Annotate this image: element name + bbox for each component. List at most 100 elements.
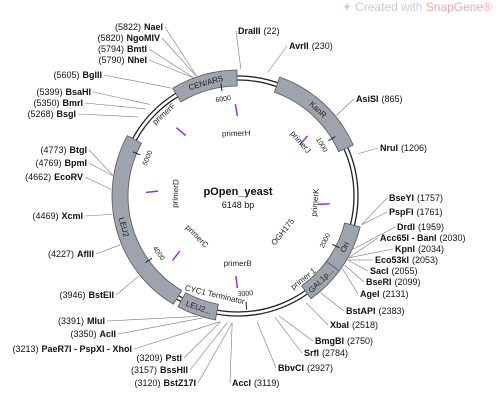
site-position: (865) xyxy=(382,94,403,104)
site-label: (3209) PstI xyxy=(136,353,182,363)
watermark-brand: SnapGene xyxy=(425,0,484,14)
site-name: AccI xyxy=(232,378,251,388)
site-leader-line xyxy=(88,162,113,176)
site-name: PspFI xyxy=(389,207,414,217)
site-label: (3157) BssHII xyxy=(131,365,188,375)
site-position: (4769) xyxy=(35,158,61,168)
site-position: (5399) xyxy=(36,87,62,97)
primer-mark xyxy=(234,103,239,117)
inner-feature-label: OGH175 xyxy=(269,217,296,248)
site-name: Acc65I - BanI xyxy=(380,233,437,243)
site-label: (3213) PaeR7I - PspXI - XhoI xyxy=(12,344,132,354)
site-label: AccI (3119) xyxy=(232,378,279,388)
primer-label: primerF xyxy=(151,101,178,126)
site-position: (5820) xyxy=(97,33,123,43)
site-name: NgoMIV xyxy=(127,33,161,43)
tick-label: 2000 xyxy=(319,232,332,249)
primer-label: primerJ xyxy=(288,129,312,155)
primer-label: primerB xyxy=(224,259,252,268)
site-leader-line xyxy=(256,321,277,369)
site-position: (2034) xyxy=(418,244,444,254)
site-leader-line xyxy=(235,30,242,70)
site-name: BpmI xyxy=(65,158,88,168)
site-position: (230) xyxy=(312,41,333,51)
site-leader-line xyxy=(229,322,233,384)
site-label: (4227) AflII xyxy=(48,249,94,259)
site-name: AsiSI xyxy=(356,94,379,104)
site-label: AgeI (2131) xyxy=(360,289,409,299)
site-position: (1206) xyxy=(401,143,427,153)
site-label: (5350) BmrI xyxy=(33,98,83,108)
site-leader-line xyxy=(357,147,379,155)
site-position: (5822) xyxy=(115,22,141,32)
site-label: Eco53kI (2053) xyxy=(375,255,438,265)
site-position: (5790) xyxy=(98,55,124,65)
site-position: (2784) xyxy=(322,348,348,358)
primer-mark xyxy=(175,127,187,137)
center-label: pOpen_yeast 6148 bp xyxy=(203,186,272,210)
site-position: (3157) xyxy=(131,365,157,375)
site-label: (4662) EcoRV xyxy=(25,172,83,182)
site-name: BsaHI xyxy=(65,87,91,97)
site-position: (2053) xyxy=(412,255,438,265)
site-name: BtgI xyxy=(70,145,88,155)
site-position: (2383) xyxy=(379,306,405,316)
site-label: (4469) XcmI xyxy=(32,211,83,221)
site-leader-line xyxy=(306,302,329,326)
plasmid-name: pOpen_yeast xyxy=(203,186,272,198)
site-label: (3946) BstEII xyxy=(59,290,114,300)
site-leader-line xyxy=(95,244,121,255)
tick-label: 3000 xyxy=(237,290,253,298)
site-label: (5268) BsgI xyxy=(27,109,76,119)
site-leader-line xyxy=(92,91,151,105)
primer-mark xyxy=(146,190,159,194)
site-leader-line xyxy=(148,59,193,78)
site-leader-line xyxy=(161,37,197,77)
feature-arc-kanr xyxy=(273,76,354,153)
site-leader-line xyxy=(279,315,314,342)
site-position: (22) xyxy=(264,26,280,36)
site-name: BstZ17I xyxy=(163,378,196,388)
site-name: NaeI xyxy=(144,22,163,32)
site-name: SrfI xyxy=(304,348,319,358)
site-leader-line xyxy=(133,321,221,350)
site-name: PaeR7I - PspXI - XhoI xyxy=(41,344,132,354)
primer-mark xyxy=(299,135,309,146)
tick-mark xyxy=(332,243,340,249)
site-label: (5399) BsaHI xyxy=(36,87,91,97)
primer-mark xyxy=(235,275,239,289)
site-position: (1959) xyxy=(418,222,444,232)
site-label: (5820) NgoMIV xyxy=(97,33,160,43)
site-position: (3213) xyxy=(12,344,38,354)
site-label: NruI (1206) xyxy=(380,143,427,153)
primer-label: primerH xyxy=(222,129,251,139)
tick-label: 6000 xyxy=(215,95,232,104)
site-label: SacI (2055) xyxy=(370,266,418,276)
site-name: Eco53kI xyxy=(375,255,409,265)
site-position: (4773) xyxy=(40,145,66,155)
site-name: BmtI xyxy=(127,44,147,54)
site-leader-line xyxy=(148,48,194,78)
site-leader-line xyxy=(77,113,139,118)
feature-arc-gal1p- xyxy=(301,260,340,300)
site-label: (5790) NheI xyxy=(98,55,147,65)
snapgene-logo-icon: ✦ xyxy=(342,0,353,14)
site-name: BglII xyxy=(83,70,103,80)
site-position: (2131) xyxy=(383,289,409,299)
site-position: (3120) xyxy=(134,378,160,388)
tick-label: 5000 xyxy=(142,150,155,167)
site-label: DraIII (22) xyxy=(238,26,280,36)
site-leader-line xyxy=(361,197,388,225)
site-name: BmgBI xyxy=(315,336,344,346)
site-name: XbaI xyxy=(330,320,349,330)
primer-label: primerK xyxy=(310,188,321,217)
site-position: (4469) xyxy=(32,211,58,221)
site-name: PstI xyxy=(165,353,182,363)
site-label: BseYI (1757) xyxy=(389,193,443,203)
site-name: BstEII xyxy=(88,290,114,300)
snapgene-watermark: ✦ Created with SnapGene® xyxy=(342,0,492,14)
site-leader-line xyxy=(183,321,221,359)
tick-mark xyxy=(245,301,248,310)
site-position: (5794) xyxy=(98,44,124,54)
